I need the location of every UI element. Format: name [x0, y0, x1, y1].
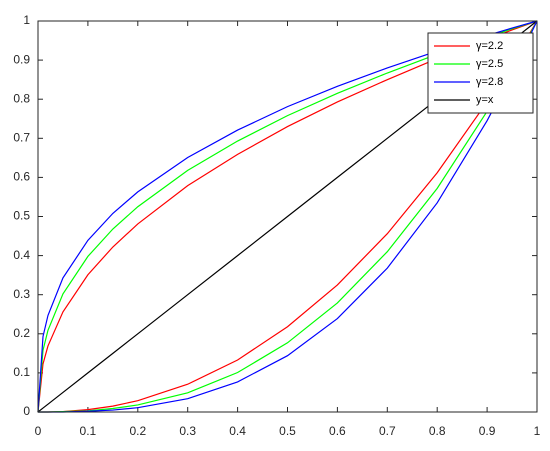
- y-tick-label: 0.5: [13, 209, 30, 223]
- y-tick-label: 0.1: [13, 365, 30, 379]
- y-tick-label: 0.4: [13, 248, 30, 262]
- axes-box: [37, 20, 538, 413]
- x-tick-label: 0.5: [279, 424, 296, 438]
- x-tick-label: 0.7: [379, 424, 396, 438]
- y-tick-label: 0.6: [13, 170, 30, 184]
- y-tick-label: 0.9: [13, 52, 30, 66]
- legend: γ=2.2 γ=2.5 γ=2.8 y=x: [427, 32, 534, 114]
- x-tick-label: 0.2: [129, 424, 146, 438]
- y-tick-label: 0.2: [13, 326, 30, 340]
- x-tick-label: 0.1: [80, 424, 97, 438]
- x-tick-label: 0: [35, 424, 42, 438]
- legend-label: γ=2.5: [476, 58, 503, 70]
- legend-label: γ=2.8: [476, 76, 503, 88]
- legend-label: γ=2.2: [476, 40, 503, 52]
- x-tick-label: 0.3: [179, 424, 196, 438]
- x-tick-label: 0.9: [479, 424, 496, 438]
- y-tick-label: 0.8: [13, 91, 30, 105]
- y-tick-label: 0.3: [13, 287, 30, 301]
- x-tick-label: 0.4: [229, 424, 246, 438]
- y-tick-label: 1: [23, 13, 30, 27]
- y-tick-label: 0: [23, 404, 30, 418]
- legend-label: y=x: [476, 94, 494, 106]
- x-tick-label: 1: [534, 424, 541, 438]
- x-tick-label: 0.6: [329, 424, 346, 438]
- y-tick-label: 0.7: [13, 130, 30, 144]
- x-tick-label: 0.8: [429, 424, 446, 438]
